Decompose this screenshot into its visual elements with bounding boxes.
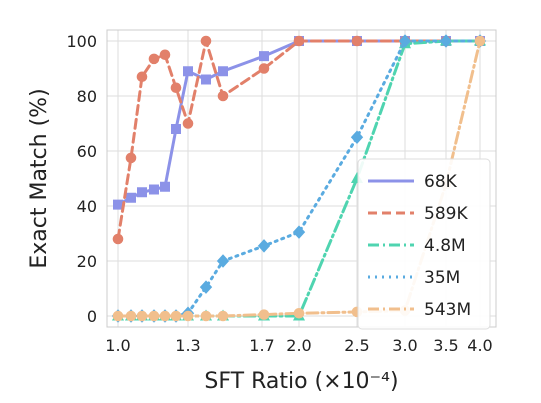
data-point	[216, 254, 230, 268]
data-point	[259, 51, 269, 62]
y-tick-label: 40	[77, 197, 97, 216]
data-point	[398, 34, 412, 48]
data-point	[350, 130, 364, 144]
plot-area-frame	[106, 29, 497, 328]
y-tick-label: 0	[87, 307, 97, 326]
data-point	[125, 310, 137, 322]
y-tick-label: 20	[77, 252, 97, 271]
data-point	[182, 118, 194, 129]
legend-label: 68K	[424, 172, 458, 192]
data-point	[136, 71, 148, 83]
legend-label: 589K	[424, 204, 468, 224]
tick-labels: 1.0 1.3 1.7 2.0 2.5 3.0 3.5 4.0 0 20 40 60 80 100	[66, 32, 492, 355]
legend-label: 35M	[424, 268, 460, 288]
data-point	[201, 74, 211, 85]
legend-label: 4.8M	[424, 236, 466, 256]
data-point	[293, 307, 305, 319]
x-tick-label: 3.0	[392, 336, 417, 355]
x-tick-label: 2.5	[344, 336, 369, 355]
x-tick-label: 1.7	[249, 336, 274, 355]
data-point	[258, 309, 270, 320]
legend-box	[357, 158, 491, 330]
x-tick-label: 2.0	[286, 336, 311, 355]
y-tick-label: 80	[77, 87, 97, 106]
data-point	[149, 184, 159, 195]
data-point	[217, 310, 229, 322]
data-point	[171, 124, 181, 134]
data-point	[257, 239, 271, 253]
data-point	[170, 310, 182, 322]
data-point	[199, 280, 213, 294]
data-point	[474, 35, 486, 47]
x-tick-label: 1.0	[105, 336, 130, 355]
data-point	[292, 225, 306, 239]
data-point	[136, 310, 148, 322]
x-tick-label: 4.0	[467, 336, 492, 355]
data-point	[148, 310, 160, 322]
data-point	[217, 90, 229, 102]
y-tick-label: 100	[66, 32, 97, 51]
data-point	[182, 310, 194, 322]
y-tick-label: 60	[77, 142, 97, 161]
data-point	[200, 310, 212, 322]
data-point	[258, 63, 270, 74]
y-axis-label: Exact Match (%)	[27, 88, 52, 268]
x-tick-label: 3.5	[433, 336, 458, 355]
x-tick-label: 1.3	[175, 336, 200, 355]
data-point	[148, 53, 160, 65]
data-point	[183, 66, 193, 77]
data-point	[112, 310, 124, 322]
legend-label: 543M	[424, 300, 471, 320]
data-point	[351, 35, 363, 47]
data-point	[159, 310, 171, 322]
data-point	[200, 35, 212, 47]
data-point	[113, 199, 123, 210]
data-point	[137, 187, 147, 198]
data-point	[160, 181, 170, 192]
data-point	[439, 34, 453, 48]
data-point	[170, 82, 182, 94]
data-point	[112, 233, 124, 245]
data-point	[159, 49, 171, 61]
data-point	[126, 192, 136, 203]
legend: 68K 589K 4.8M 35M 543M	[357, 158, 491, 330]
data-point	[218, 66, 228, 77]
x-axis-label: SFT Ratio (×10⁻⁴)	[204, 369, 398, 394]
series-layer	[111, 34, 487, 323]
data-point	[125, 152, 137, 164]
data-point	[293, 35, 305, 47]
